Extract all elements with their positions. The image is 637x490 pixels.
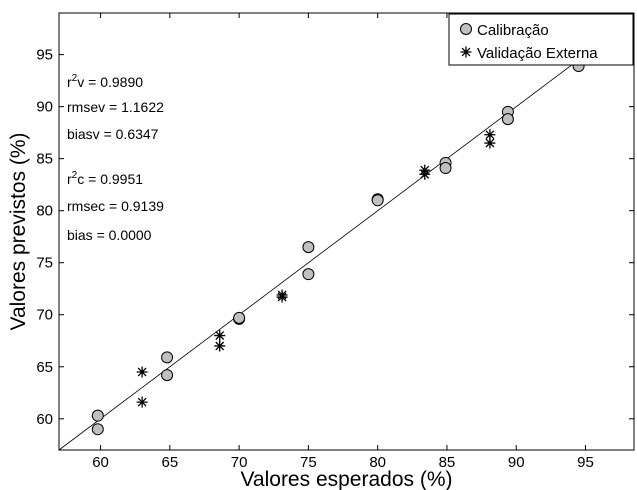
validation-point	[136, 366, 148, 378]
y-axis-label: Valores previstos (%)	[7, 132, 30, 330]
calibration-point	[302, 268, 315, 281]
y-axis-ticks: 60 65 70 75 80 85 90 95	[36, 47, 634, 428]
calibration-point	[371, 194, 384, 207]
calibration-points	[91, 60, 585, 436]
reference-line	[58, 17, 635, 451]
stat-annotation: biasv = 0.6347	[67, 126, 159, 142]
calibration-point	[91, 409, 104, 422]
x-axis-ticks: 60 65 70 75 80 85 90 95	[92, 13, 594, 471]
y-tick-label: 90	[36, 99, 53, 116]
calibration-point	[501, 113, 514, 126]
x-tick-label: 65	[161, 454, 178, 471]
legend-calibration-label: Calibração	[477, 22, 549, 39]
plot-area	[58, 12, 635, 451]
validation-point	[276, 291, 288, 303]
legend-calibration-marker	[460, 23, 472, 35]
stat-annotation: r2v = 0.9890	[67, 73, 143, 90]
x-tick-label: 95	[577, 454, 594, 471]
legend-box	[448, 13, 634, 66]
validation-point	[419, 168, 431, 180]
calibration-point	[161, 351, 174, 364]
legend: Calibração Validação Externa	[448, 13, 634, 66]
validation-point	[484, 129, 496, 141]
validation-point	[484, 137, 496, 149]
calibration-point	[439, 162, 452, 175]
statistics-annotations: r2v = 0.9890 rmsev = 1.1622 biasv = 0.6347…	[67, 73, 164, 243]
validation-point	[136, 396, 148, 408]
x-tick-label: 85	[439, 454, 456, 471]
y-tick-label: 95	[36, 47, 53, 64]
validation-point	[214, 340, 226, 352]
y-tick-label: 75	[36, 255, 53, 272]
y-tick-label: 85	[36, 151, 53, 168]
validation-point	[214, 330, 226, 342]
x-tick-label: 90	[508, 454, 525, 471]
x-tick-label: 60	[92, 454, 109, 471]
stat-annotation: rmsev = 1.1622	[67, 99, 164, 115]
x-axis-label: Valores esperados (%)	[240, 468, 452, 490]
validation-points	[136, 129, 496, 408]
y-tick-label: 70	[36, 307, 53, 324]
y-tick-label: 80	[36, 203, 53, 220]
calibration-point	[233, 311, 246, 324]
y-tick-label: 65	[36, 359, 53, 376]
calibration-point	[302, 241, 315, 254]
legend-validation-label: Validação Externa	[477, 45, 598, 62]
stat-annotation: r2c = 0.9951	[67, 170, 143, 187]
x-tick-label: 70	[231, 454, 248, 471]
stat-annotation: rmsec = 0.9139	[67, 198, 164, 214]
x-tick-label: 75	[300, 454, 317, 471]
calibration-point	[91, 423, 104, 436]
x-tick-label: 80	[369, 454, 386, 471]
legend-validation-marker	[460, 46, 472, 58]
stat-annotation: bias = 0.0000	[67, 227, 152, 243]
calibration-point	[161, 369, 174, 382]
y-tick-label: 60	[36, 411, 53, 428]
